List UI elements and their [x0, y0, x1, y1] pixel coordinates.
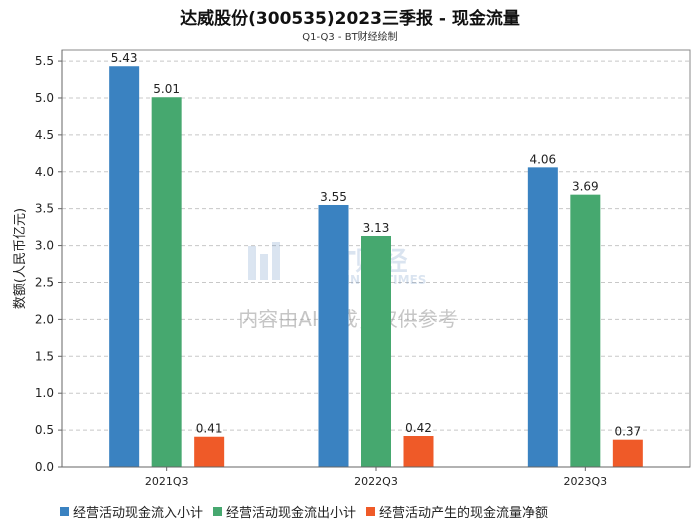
y-tick-label: 4.5 [35, 128, 54, 142]
legend-item-inflow[interactable]: 经营活动现金流入小计 [60, 502, 203, 521]
bar [318, 204, 349, 467]
legend-swatch-inflow [60, 506, 69, 516]
legend-label-outflow: 经营活动现金流出小计 [226, 505, 357, 521]
y-tick-label: 3.0 [35, 239, 54, 253]
data-label: 0.42 [405, 421, 432, 435]
legend-swatch-net [366, 506, 376, 516]
legend-item-outflow[interactable]: 经营活动现金流出小计 [213, 502, 356, 521]
y-axis-label: 数额(人民币亿元) [13, 208, 28, 309]
data-label: 5.01 [153, 82, 180, 96]
bar [612, 439, 643, 467]
data-label: 3.13 [363, 221, 390, 235]
x-tick-label: 2021Q3 [145, 475, 189, 488]
y-tick-label: 5.5 [35, 54, 54, 68]
y-tick-label: 1.0 [35, 386, 54, 400]
legend-label-inflow: 经营活动现金流入小计 [73, 505, 204, 521]
data-label: 3.69 [572, 180, 599, 194]
data-label: 0.41 [196, 422, 223, 436]
bar [361, 235, 391, 467]
y-tick-label: 2.0 [35, 312, 54, 326]
y-tick-label: 0.0 [35, 460, 54, 474]
data-label: 5.43 [111, 51, 138, 65]
watermark-logo-bar [260, 254, 268, 280]
bar [570, 194, 601, 468]
x-tick-label: 2023Q3 [564, 475, 608, 488]
legend: 经营活动现金流入小计 经营活动现金流出小计 经营活动产生的现金流量净额 [60, 502, 548, 521]
y-tick-label: 3.5 [35, 202, 54, 216]
bar [527, 167, 558, 467]
bar [403, 436, 434, 467]
watermark-logo-bar [248, 246, 256, 280]
data-label: 3.55 [320, 190, 347, 204]
y-tick-label: 1.5 [35, 349, 54, 363]
bar [151, 97, 182, 467]
data-label: 4.06 [529, 152, 556, 166]
y-tick-label: 4.0 [35, 165, 54, 179]
x-tick-label: 2022Q3 [354, 475, 398, 488]
chart-subtitle: Q1-Q3 - BT财经绘制 [302, 32, 398, 43]
watermark-logo-bar [272, 242, 280, 280]
legend-label-net: 经营活动产生的现金流量净额 [379, 505, 549, 521]
bar [194, 436, 225, 467]
y-tick-label: 0.5 [35, 423, 54, 437]
y-tick-label: 5.0 [35, 91, 54, 105]
bar [109, 66, 140, 467]
chart-title: 达威股份(300535)2023三季报 - 现金流量 [180, 9, 520, 29]
data-label: 0.37 [614, 425, 641, 439]
legend-item-net[interactable]: 经营活动产生的现金流量净额 [366, 502, 548, 521]
legend-swatch-outflow [213, 506, 223, 516]
y-tick-label: 2.5 [35, 275, 54, 289]
